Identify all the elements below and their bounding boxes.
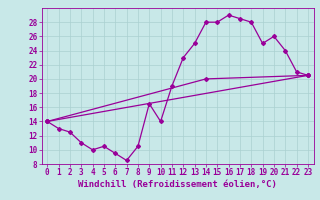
X-axis label: Windchill (Refroidissement éolien,°C): Windchill (Refroidissement éolien,°C) bbox=[78, 180, 277, 189]
